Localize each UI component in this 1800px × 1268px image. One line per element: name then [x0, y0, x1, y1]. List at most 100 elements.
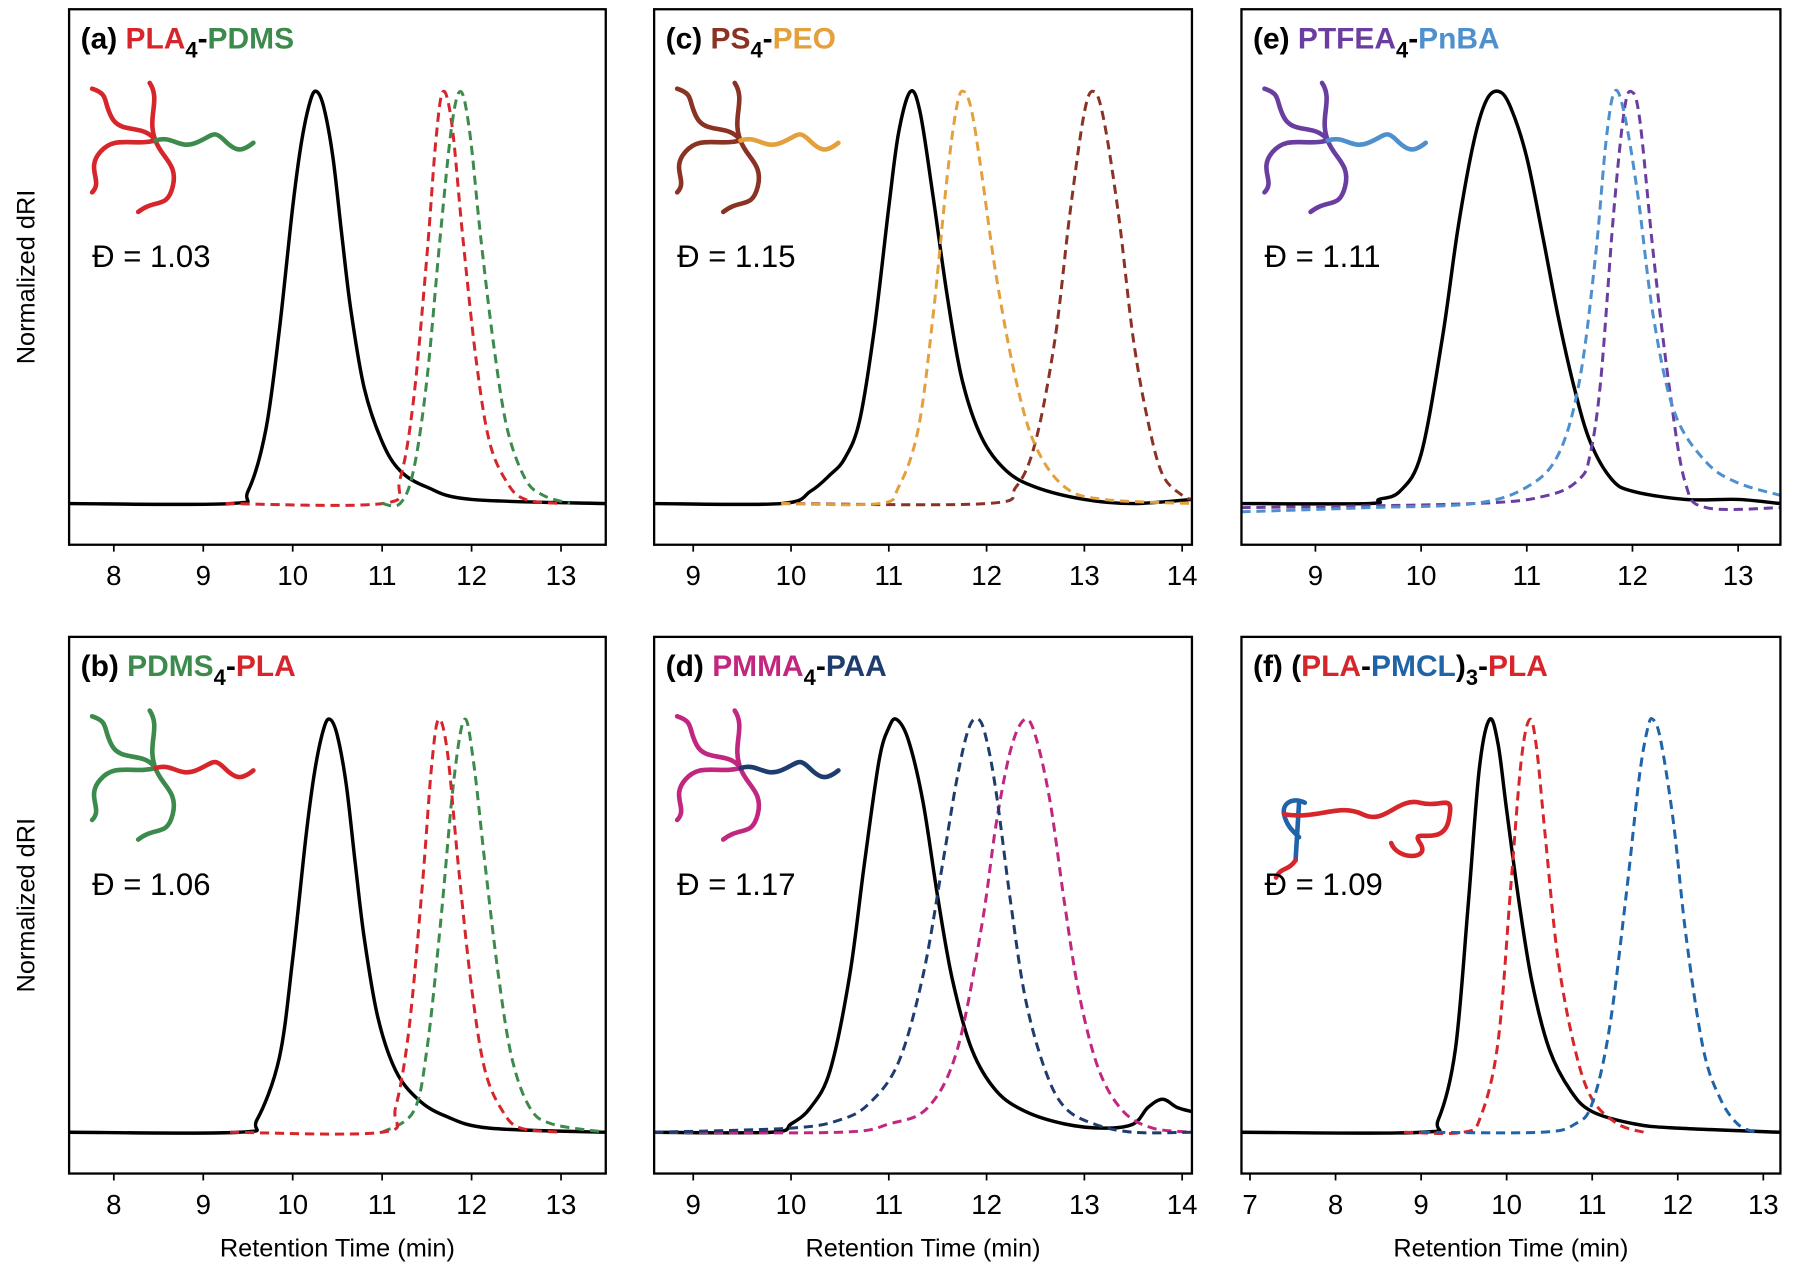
x-tick-label: 13 — [1069, 560, 1100, 591]
frame — [1240, 8, 1782, 546]
title-part: PLA — [126, 22, 186, 55]
x-tick-label: 8 — [1328, 1189, 1343, 1220]
title-part: PTFEA — [1298, 22, 1396, 55]
traces — [69, 717, 606, 1136]
icon-arm — [89, 714, 158, 771]
title-part: (b) — [81, 650, 128, 683]
x-tick-label: 8 — [106, 560, 121, 591]
title-part: (a) — [81, 22, 126, 55]
panel-title: (e) PTFEA4-PnBA — [1253, 22, 1500, 62]
traces — [1241, 716, 1781, 1135]
title-part: PMMA — [712, 650, 803, 683]
icon-arm — [732, 708, 743, 771]
x-tick-label: 12 — [456, 1189, 487, 1220]
molecule-icon — [1262, 80, 1429, 215]
icon-tail — [153, 759, 256, 780]
x-tick-label: 11 — [1578, 1189, 1607, 1220]
molecule-icon — [1273, 798, 1453, 880]
trace — [381, 717, 606, 1134]
x-tick-label: 13 — [1748, 1189, 1779, 1220]
icon-arm — [1262, 86, 1331, 143]
dispersity: Đ = 1.09 — [1264, 867, 1382, 902]
title-part: 4 — [185, 38, 198, 63]
title-part: 4 — [1396, 38, 1409, 63]
icon-arm — [147, 80, 158, 143]
x-tick-label: 9 — [196, 1189, 211, 1220]
icon-arm — [89, 138, 158, 195]
trace — [1241, 88, 1781, 514]
title-part: PS — [711, 22, 751, 55]
panel-title: (c) PS4-PEO — [666, 22, 836, 62]
x-tick-label: 12 — [1617, 560, 1648, 591]
title-part: 4 — [214, 665, 227, 690]
panel-title: (f) (PLA-PMCL)3-PLA — [1253, 650, 1548, 690]
traces — [69, 89, 606, 508]
molecule-icon — [89, 80, 256, 215]
frame — [652, 635, 1194, 1175]
title-part: - — [1408, 22, 1418, 55]
title-part: PnBA — [1418, 22, 1500, 55]
title-part: - — [1361, 650, 1371, 683]
title-part: PEO — [773, 22, 836, 55]
icon-arm — [720, 765, 762, 842]
x-tick-label: 11 — [1512, 560, 1541, 591]
icon-tail — [738, 759, 841, 780]
x-tick-label: 10 — [277, 1189, 308, 1220]
icon-arm — [1308, 138, 1349, 215]
icon-arm — [147, 708, 158, 771]
icon-arm — [135, 138, 177, 215]
frame — [652, 8, 1194, 546]
title-part: - — [816, 650, 826, 683]
dispersity: Đ = 1.17 — [677, 867, 795, 902]
icon-tail — [1325, 132, 1429, 152]
title-part: (d) — [666, 650, 713, 683]
x-tick-label: 12 — [971, 560, 1002, 591]
icon-chain — [1273, 799, 1453, 880]
x-tick-label: 8 — [106, 1189, 121, 1220]
title-part: - — [198, 22, 208, 55]
title-part: PLA — [236, 650, 296, 683]
trace — [654, 717, 1192, 1135]
x-tick-label: 13 — [546, 560, 577, 591]
title-part: PDMS — [208, 22, 295, 55]
trace — [1241, 716, 1781, 1135]
trace — [381, 90, 571, 508]
traces — [654, 89, 1192, 507]
trace — [69, 89, 606, 507]
molecule-icon — [674, 80, 841, 215]
panel-title: (d) PMMA4-PAA — [666, 650, 887, 690]
trace — [1421, 717, 1756, 1135]
dispersity: Đ = 1.15 — [677, 239, 795, 274]
icon-arm — [674, 714, 743, 771]
trace — [654, 717, 1192, 1135]
icon-arm — [1262, 138, 1331, 195]
x-tick-label: 14 — [1167, 560, 1198, 591]
trace — [1241, 89, 1781, 506]
icon-tail — [738, 132, 841, 152]
trace — [230, 717, 562, 1136]
traces — [1241, 88, 1781, 514]
x-tick-label: 12 — [1662, 1189, 1693, 1220]
molecule-icon — [674, 708, 841, 842]
trace — [69, 717, 606, 1135]
panel: 9 10 11 12 13 14 (d) PMMA4-PAA Đ = 1.17 Retentio… — [652, 635, 1198, 1262]
trace — [1241, 89, 1781, 512]
x-tick-label: 10 — [277, 560, 308, 591]
icon-arm — [135, 765, 177, 842]
frame — [67, 8, 607, 546]
dispersity: Đ = 1.11 — [1264, 239, 1380, 274]
x-tick-label: 10 — [1406, 560, 1437, 591]
x-tick-label: 9 — [196, 560, 211, 591]
title-part: - — [1478, 650, 1488, 683]
x-axis-label: Retention Time (min) — [805, 1234, 1040, 1262]
x-tick-label: 13 — [1069, 1189, 1100, 1220]
x-tick-label: 10 — [776, 560, 807, 591]
trace — [781, 89, 1192, 507]
dispersity: Đ = 1.03 — [92, 239, 210, 274]
icon-arm — [89, 86, 158, 143]
title-part: 4 — [750, 38, 763, 63]
title-part: 4 — [804, 665, 817, 690]
icon-arm — [732, 80, 743, 143]
panel-title: (a) PLA4-PDMS — [81, 22, 294, 62]
traces — [654, 717, 1192, 1135]
